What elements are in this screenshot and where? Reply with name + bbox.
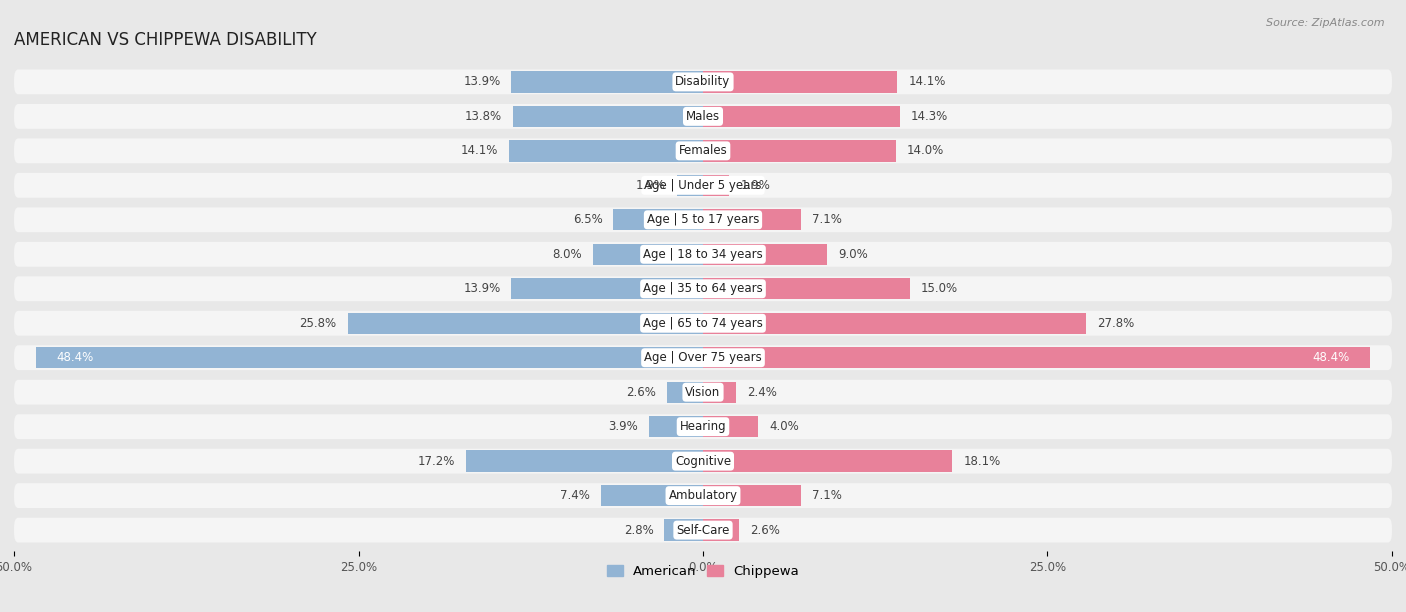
Text: 25.8%: 25.8% [299,317,336,330]
FancyBboxPatch shape [14,414,1392,439]
Bar [703,140,896,162]
Text: 27.8%: 27.8% [1097,317,1135,330]
Bar [703,278,910,299]
Text: 2.4%: 2.4% [747,386,778,398]
Bar [703,71,897,92]
Bar [703,450,952,472]
FancyBboxPatch shape [14,207,1392,232]
Text: Hearing: Hearing [679,420,727,433]
Text: Source: ZipAtlas.com: Source: ZipAtlas.com [1267,18,1385,28]
Bar [593,244,703,265]
Text: 2.6%: 2.6% [749,524,780,537]
Bar [650,416,703,438]
Bar [465,450,703,472]
Text: Self-Care: Self-Care [676,524,730,537]
Text: 1.9%: 1.9% [740,179,770,192]
Text: Age | Under 5 years: Age | Under 5 years [644,179,762,192]
Text: Age | 65 to 74 years: Age | 65 to 74 years [643,317,763,330]
Bar [37,347,703,368]
FancyBboxPatch shape [14,311,1392,335]
Text: 4.0%: 4.0% [769,420,799,433]
Text: 9.0%: 9.0% [838,248,868,261]
Text: Ambulatory: Ambulatory [668,489,738,502]
Text: 2.6%: 2.6% [626,386,657,398]
Text: 7.1%: 7.1% [811,214,842,226]
Text: 14.3%: 14.3% [911,110,948,123]
FancyBboxPatch shape [14,173,1392,198]
FancyBboxPatch shape [14,449,1392,474]
FancyBboxPatch shape [14,345,1392,370]
Bar [703,174,730,196]
Text: 13.8%: 13.8% [465,110,502,123]
FancyBboxPatch shape [14,242,1392,267]
Text: 1.9%: 1.9% [636,179,666,192]
Text: 14.1%: 14.1% [908,75,946,88]
FancyBboxPatch shape [14,70,1392,94]
Text: AMERICAN VS CHIPPEWA DISABILITY: AMERICAN VS CHIPPEWA DISABILITY [14,31,316,49]
Text: 15.0%: 15.0% [921,282,957,295]
FancyBboxPatch shape [14,518,1392,542]
Bar [668,381,703,403]
Text: 7.4%: 7.4% [560,489,591,502]
Text: 13.9%: 13.9% [463,75,501,88]
Text: Females: Females [679,144,727,157]
Bar [703,381,737,403]
FancyBboxPatch shape [14,138,1392,163]
Text: Age | 35 to 64 years: Age | 35 to 64 years [643,282,763,295]
FancyBboxPatch shape [14,104,1392,129]
Bar [600,485,703,506]
Text: 48.4%: 48.4% [1312,351,1350,364]
Bar [703,106,900,127]
Bar [703,244,827,265]
Bar [703,416,758,438]
Text: 8.0%: 8.0% [553,248,582,261]
Text: Age | 18 to 34 years: Age | 18 to 34 years [643,248,763,261]
Bar [665,520,703,541]
FancyBboxPatch shape [14,483,1392,508]
Text: 17.2%: 17.2% [418,455,456,468]
Text: 3.9%: 3.9% [609,420,638,433]
Legend: American, Chippewa: American, Chippewa [602,560,804,583]
Text: 13.9%: 13.9% [463,282,501,295]
Bar [676,174,703,196]
Text: 48.4%: 48.4% [56,351,94,364]
Text: 14.1%: 14.1% [460,144,498,157]
Bar [703,520,738,541]
Bar [512,278,703,299]
Text: Males: Males [686,110,720,123]
Text: Cognitive: Cognitive [675,455,731,468]
Text: Age | 5 to 17 years: Age | 5 to 17 years [647,214,759,226]
Bar [703,209,801,231]
Text: Age | Over 75 years: Age | Over 75 years [644,351,762,364]
Bar [703,313,1085,334]
Text: 14.0%: 14.0% [907,144,945,157]
Bar [513,106,703,127]
FancyBboxPatch shape [14,277,1392,301]
Text: 6.5%: 6.5% [572,214,602,226]
Text: 2.8%: 2.8% [624,524,654,537]
Bar [703,347,1369,368]
Bar [613,209,703,231]
FancyBboxPatch shape [14,380,1392,405]
Text: 7.1%: 7.1% [811,489,842,502]
Bar [703,485,801,506]
Bar [347,313,703,334]
Text: Vision: Vision [685,386,721,398]
Text: Disability: Disability [675,75,731,88]
Bar [509,140,703,162]
Bar [512,71,703,92]
Text: 18.1%: 18.1% [963,455,1001,468]
